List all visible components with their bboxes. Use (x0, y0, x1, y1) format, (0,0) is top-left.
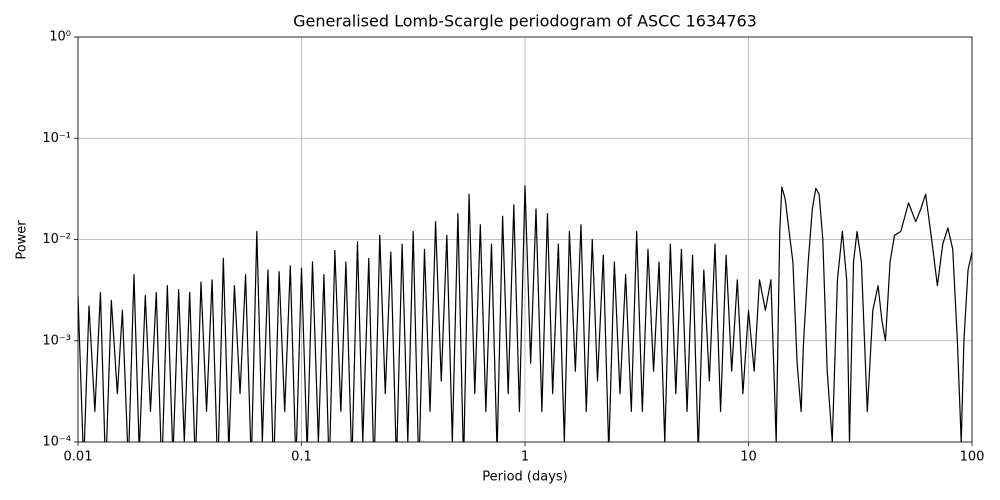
x-axis-label: Period (days) (482, 470, 568, 485)
x-tick-label: 10 (740, 450, 757, 465)
plot-frame (77, 36, 973, 443)
x-tick-label: 0.01 (64, 450, 93, 465)
x-tick-label: 1 (521, 450, 529, 465)
chart-title: Generalised Lomb-Scargle periodogram of … (293, 12, 757, 31)
x-tick-label: 100 (960, 450, 985, 465)
y-tick-label: 10⁰ (49, 30, 71, 45)
y-tick-label: 10⁻¹ (42, 131, 71, 146)
y-tick-label: 10⁻⁴ (42, 435, 71, 450)
periodogram-line (78, 185, 972, 442)
x-tick-label: 0.1 (291, 450, 312, 465)
y-tick-label: 10⁻² (42, 232, 71, 247)
y-axis-label: Power (15, 220, 30, 260)
y-tick-label: 10⁻³ (42, 333, 71, 348)
